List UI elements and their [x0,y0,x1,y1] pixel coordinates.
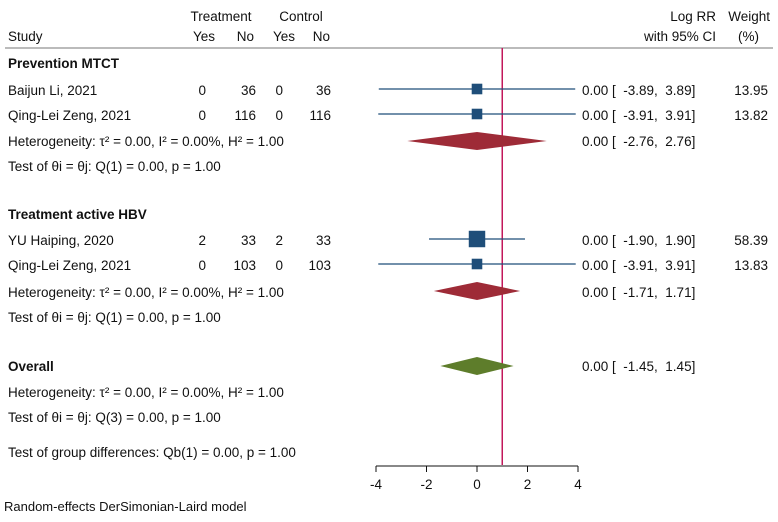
weight-value: 13.83 [734,258,768,273]
x-tick-label: 0 [473,477,481,492]
group-title: Treatment active HBV [8,207,147,222]
ci-text: 0.00 [ -2.76, 2.76] [582,134,695,149]
treatment-no-count: 103 [233,258,256,273]
subgroup-diamond [407,132,547,150]
weight-value: 13.82 [734,108,768,123]
control-no-count: 36 [316,83,331,98]
overall-diamond [440,357,514,375]
control-yes-count: 0 [275,83,283,98]
study-marker [468,230,486,248]
footnote: Random-effects DerSimonian-Laird model [4,499,247,514]
treatment-no-count: 33 [241,233,256,248]
x-tick-label: 2 [524,477,532,492]
study-marker [471,258,483,270]
header-weight: Weight [728,9,770,24]
study-name: Qing-Lei Zeng, 2021 [8,108,131,123]
header-treatment-no: No [237,29,254,44]
header-control-no: No [313,29,330,44]
treatment-no-count: 36 [241,83,256,98]
subgroup-diamond [433,282,521,300]
control-yes-count: 2 [275,233,283,248]
control-no-count: 103 [308,258,331,273]
ci-text: 0.00 [ -1.90, 1.90] [582,233,695,248]
study-name: Qing-Lei Zeng, 2021 [8,258,131,273]
ci-text: 0.00 [ -1.45, 1.45] [582,359,695,374]
ci-text: 0.00 [ -3.91, 3.91] [582,108,695,123]
test-text: Test of θi = θj: Q(1) = 0.00, p = 1.00 [8,310,221,325]
header-treatment: Treatment [190,9,251,24]
test-text: Test of θi = θj: Q(3) = 0.00, p = 1.00 [8,410,221,425]
ci-text: 0.00 [ -3.91, 3.91] [582,258,695,273]
x-tick-label: 4 [574,477,582,492]
control-yes-count: 0 [275,108,283,123]
study-marker [471,83,483,95]
header-logrr: Log RR [670,9,716,24]
x-axis-ticks: -4 -2 0 2 4 [370,466,582,492]
control-no-count: 33 [316,233,331,248]
header-control-yes: Yes [273,29,295,44]
group-title: Prevention MTCT [8,56,120,71]
ci-text: 0.00 [ -3.89, 3.89] [582,83,695,98]
study-name: Baijun Li, 2021 [8,83,97,98]
treatment-yes-count: 0 [198,108,206,123]
treatment-yes-count: 0 [198,83,206,98]
control-yes-count: 0 [275,258,283,273]
ci-text: 0.00 [ -1.71, 1.71] [582,285,695,300]
treatment-yes-count: 0 [198,258,206,273]
overall-title: Overall [8,359,54,374]
plot-marks [378,83,576,375]
x-tick-label: -4 [370,477,382,492]
treatment-no-count: 116 [234,108,256,123]
x-tick-label: -2 [420,477,432,492]
heterogeneity-text: Heterogeneity: τ² = 0.00, I² = 0.00%, H²… [8,285,284,300]
heterogeneity-text: Heterogeneity: τ² = 0.00, I² = 0.00%, H²… [8,134,284,149]
study-name: YU Haiping, 2020 [8,233,114,248]
header-study: Study [8,29,43,44]
header-control: Control [279,9,323,24]
test-text: Test of θi = θj: Q(1) = 0.00, p = 1.00 [8,159,221,174]
heterogeneity-text: Heterogeneity: τ² = 0.00, I² = 0.00%, H²… [8,385,284,400]
header-treatment-yes: Yes [193,29,215,44]
weight-value: 58.39 [734,233,768,248]
header-ci: with 95% CI [643,29,716,44]
study-marker [471,108,483,120]
group-difference-text: Test of group differences: Qb(1) = 0.00,… [8,445,296,460]
treatment-yes-count: 2 [198,233,206,248]
control-no-count: 116 [309,108,331,123]
header-weight-unit: (%) [738,29,759,44]
weight-value: 13.95 [734,83,768,98]
